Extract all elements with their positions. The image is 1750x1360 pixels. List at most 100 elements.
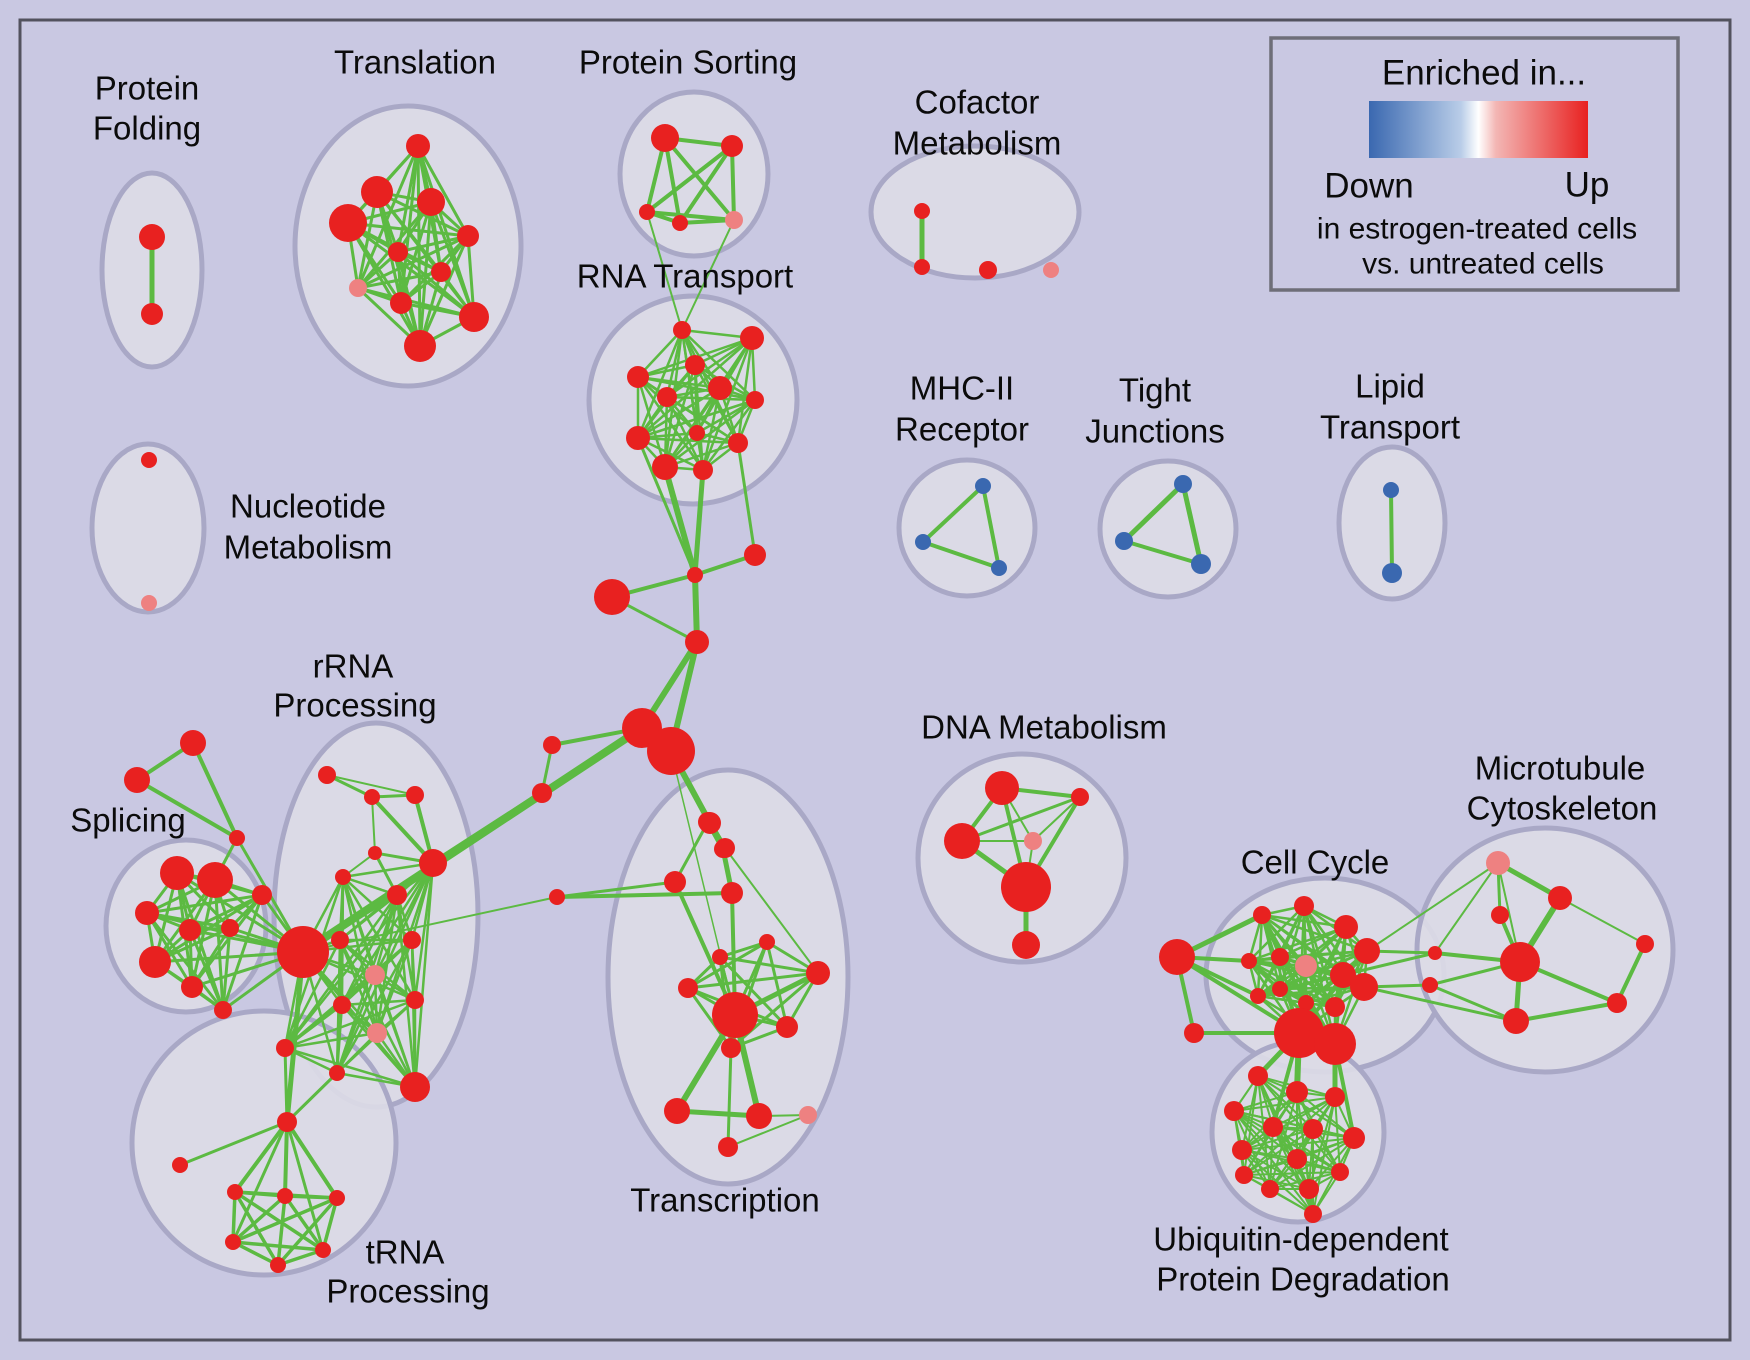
node-U6-red bbox=[1303, 1119, 1323, 1139]
edge-CC4-CC7 bbox=[1247, 904, 1306, 963]
edge-PS3-PS5 bbox=[645, 210, 736, 222]
node-RR14-red bbox=[276, 1039, 294, 1057]
node-S9-red bbox=[139, 946, 171, 978]
edge-RR2-RR4 bbox=[371, 796, 376, 854]
edge-MT8-MT9 bbox=[1615, 942, 1647, 1005]
cluster-label-protein-folding-line2: Folding bbox=[93, 110, 201, 147]
node-T10-red bbox=[459, 302, 489, 332]
node-S2-red bbox=[124, 767, 150, 793]
node-PS5-pink bbox=[725, 211, 743, 229]
edge-R6-R10 bbox=[665, 395, 740, 445]
cluster-label-trna-processing-line2: Processing bbox=[326, 1273, 489, 1310]
node-CM3-red bbox=[979, 261, 997, 279]
edge-CC6-MT1 bbox=[1366, 862, 1499, 952]
edge-T1-T7 bbox=[356, 144, 420, 290]
edge-S8-S11 bbox=[221, 926, 232, 1012]
legend-down-label: Down bbox=[1324, 167, 1413, 206]
edge-PS5-R1 bbox=[681, 219, 735, 331]
node-M3-blue bbox=[991, 560, 1007, 576]
node-RR6-red bbox=[387, 885, 407, 905]
edge-T4-T5 bbox=[346, 221, 470, 238]
edge-RR14-RR16 bbox=[283, 1046, 417, 1089]
edge-RR11-RR16 bbox=[340, 1003, 417, 1089]
edge-MT6-MT7 bbox=[1428, 983, 1518, 1023]
node-RR3-red bbox=[406, 786, 424, 804]
cluster-label-tight-junctions-line2: Junctions bbox=[1085, 413, 1224, 450]
node-TR4-red bbox=[277, 1188, 293, 1204]
node-X13-pink bbox=[799, 1106, 817, 1124]
edge-RR10-RR15 bbox=[335, 938, 414, 1075]
node-R3-red bbox=[685, 355, 705, 375]
edge-CC6-CC8 bbox=[1278, 949, 1369, 959]
legend-subtitle-line2: vs. untreated cells bbox=[1362, 248, 1604, 281]
edge-TR5-TR8 bbox=[276, 1196, 339, 1267]
edge-TR4-TR7 bbox=[283, 1194, 325, 1252]
edge-RR6-RR11 bbox=[340, 893, 399, 1007]
edge-U1-U13 bbox=[1257, 1075, 1341, 1173]
edge-T5-T6 bbox=[396, 234, 470, 254]
edge-S2-S3 bbox=[135, 778, 239, 840]
legend-subtitle-line1: in estrogen-treated cells bbox=[1317, 213, 1637, 246]
node-T4-red bbox=[329, 204, 367, 242]
edge-TR1-TR2 bbox=[178, 1120, 289, 1167]
edge-U10-U13 bbox=[1243, 1171, 1341, 1176]
edge-S6-S12 bbox=[145, 893, 264, 915]
edge-RR6-RR15 bbox=[335, 893, 399, 1075]
edge-TR1-TR7 bbox=[285, 1120, 325, 1252]
edge-U10-U12 bbox=[1243, 1174, 1310, 1190]
cluster-label-rrna-processing-line1: rRNA bbox=[313, 648, 394, 685]
cluster-label-lipid-transport-line2: Transport bbox=[1320, 409, 1460, 446]
node-MT4-red bbox=[1500, 942, 1540, 982]
node-X8-red bbox=[806, 961, 830, 985]
node-C1-red bbox=[687, 567, 703, 583]
node-RR10-red bbox=[403, 931, 421, 949]
node-TR1-red bbox=[277, 1112, 297, 1132]
edge-TR1-RR15 bbox=[285, 1071, 339, 1124]
cluster-label-nucleotide-metabolism-line2: Metabolism bbox=[224, 529, 393, 566]
cluster-label-lipid-transport-line1: Lipid bbox=[1355, 368, 1425, 405]
cluster-label-mhc-ii-receptor-line1: MHC-II bbox=[910, 370, 1014, 407]
edge-U3-U4 bbox=[1233, 1096, 1336, 1112]
node-S11-red bbox=[214, 1001, 232, 1019]
node-T9-red bbox=[390, 292, 412, 314]
node-R8-red bbox=[689, 425, 705, 441]
node-RR1-red bbox=[318, 766, 336, 784]
edge-RR13-RR14 bbox=[283, 998, 417, 1050]
node-U3-red bbox=[1325, 1087, 1345, 1107]
edge-R4-R7 bbox=[636, 375, 757, 402]
cluster-label-transcription-line1: Transcription bbox=[630, 1182, 820, 1219]
node-S6-red bbox=[135, 901, 159, 925]
edge-D2-D3 bbox=[960, 795, 1082, 843]
edge-CC3-CC12 bbox=[1256, 913, 1264, 998]
node-L1-blue bbox=[1383, 482, 1399, 498]
edge-T4-T10 bbox=[346, 221, 476, 319]
node-S3-red bbox=[229, 830, 245, 846]
edge-T1-T5 bbox=[416, 144, 470, 238]
edge-R5-R12 bbox=[701, 386, 722, 472]
edge-R7-R9 bbox=[636, 398, 757, 440]
edge-M1-M2 bbox=[921, 484, 985, 544]
node-L2-blue bbox=[1382, 563, 1402, 583]
edge-X10-X14 bbox=[726, 1046, 733, 1149]
node-U11-red bbox=[1261, 1180, 1279, 1198]
edge-TR4-TR5 bbox=[283, 1194, 339, 1200]
node-X5-red bbox=[712, 949, 728, 965]
node-D5-red bbox=[1001, 862, 1051, 912]
edge-PS1-PS5 bbox=[663, 136, 736, 222]
edge-C8-X8 bbox=[724, 847, 819, 974]
cluster-label-splicing-line1: Splicing bbox=[70, 802, 186, 839]
edge-S11-S12 bbox=[221, 893, 264, 1012]
edge-TR1-RR14 bbox=[283, 1046, 289, 1124]
node-T6-red bbox=[388, 242, 408, 262]
node-R4-red bbox=[627, 366, 649, 388]
edge-CC11-MT7 bbox=[1362, 985, 1518, 1023]
node-CC14-red bbox=[1298, 995, 1314, 1011]
edge-TR1-TR6 bbox=[231, 1120, 289, 1244]
edge-C9-X4 bbox=[555, 891, 734, 899]
legend-title: Enriched in... bbox=[1382, 54, 1586, 93]
node-PS2-red bbox=[721, 135, 743, 157]
edge-PS1-PS4 bbox=[663, 136, 682, 225]
edge-R7-R8 bbox=[695, 398, 757, 435]
cluster-ellipse-mhc-ii-receptor bbox=[896, 457, 1038, 599]
